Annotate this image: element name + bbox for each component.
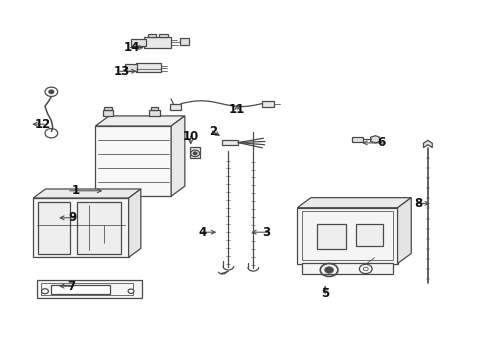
Circle shape [49, 90, 54, 94]
Bar [180, 38, 188, 45]
Bar [302, 263, 392, 274]
Bar [38, 202, 70, 254]
Bar [41, 283, 133, 295]
Bar [131, 39, 145, 46]
Bar [51, 285, 110, 294]
Text: 9: 9 [68, 211, 76, 224]
Text: 8: 8 [413, 197, 421, 210]
Bar [351, 137, 362, 142]
Text: 7: 7 [67, 280, 75, 293]
Text: 6: 6 [377, 136, 385, 149]
Polygon shape [128, 189, 141, 257]
Polygon shape [95, 116, 184, 126]
Bar [170, 104, 181, 110]
Bar [95, 126, 171, 196]
Polygon shape [397, 198, 410, 264]
Text: 1: 1 [72, 184, 80, 197]
Bar [316, 224, 346, 249]
Bar [297, 208, 397, 264]
Bar [77, 202, 121, 254]
Polygon shape [171, 116, 184, 196]
Polygon shape [33, 189, 141, 198]
Bar [104, 107, 112, 110]
Bar [261, 101, 273, 107]
Bar [150, 107, 158, 110]
Bar [159, 34, 168, 37]
Text: 12: 12 [35, 118, 51, 131]
Bar [147, 34, 156, 37]
Bar [149, 110, 160, 116]
Bar [102, 110, 113, 116]
Text: 4: 4 [199, 226, 206, 239]
Text: 11: 11 [228, 103, 245, 116]
Circle shape [128, 289, 134, 293]
Bar [222, 140, 238, 145]
Text: 2: 2 [208, 125, 216, 138]
Bar [355, 224, 382, 246]
Polygon shape [423, 140, 431, 148]
Bar [33, 198, 128, 257]
Circle shape [193, 152, 197, 155]
Circle shape [41, 289, 48, 294]
Text: 5: 5 [321, 287, 328, 300]
Bar [189, 147, 200, 158]
Bar [144, 37, 171, 48]
Text: 3: 3 [262, 226, 270, 239]
Text: 10: 10 [182, 130, 199, 143]
Bar [37, 280, 142, 298]
Bar [124, 64, 137, 71]
Polygon shape [297, 198, 410, 208]
Bar [302, 211, 392, 260]
Bar [136, 63, 161, 72]
Text: 14: 14 [123, 41, 140, 54]
Polygon shape [370, 136, 379, 143]
Circle shape [324, 267, 333, 273]
Text: 13: 13 [114, 65, 130, 78]
Circle shape [190, 150, 199, 157]
